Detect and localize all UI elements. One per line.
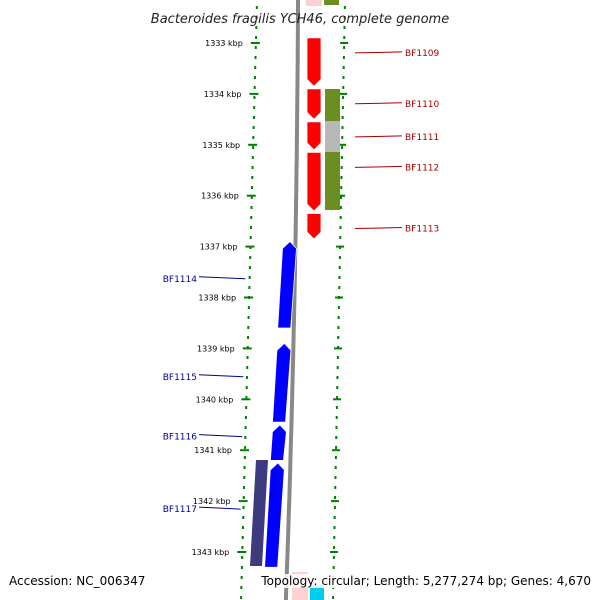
- accession-text: Accession: NC_006347: [9, 574, 146, 588]
- gene-label: BF1109: [405, 49, 440, 59]
- cog-block: [325, 152, 340, 210]
- gene-label: BF1114: [163, 275, 198, 285]
- cog-block: [325, 121, 340, 152]
- gene-label-leader: [354, 165, 403, 168]
- cds-features: [264, 37, 322, 568]
- cog-block: [306, 0, 322, 6]
- cog-block: [325, 89, 340, 121]
- kbp-tick-marks: 1333 kbp 1334 kbp 1335 kbp 1336 kbp 1337 kbp…: [192, 39, 349, 557]
- cog-block: [250, 460, 268, 566]
- gene-label-leader: [198, 276, 246, 280]
- gene-arrow-bf1114: [277, 240, 297, 329]
- backbone-line: [283, 0, 300, 600]
- gene-label: BF1115: [163, 373, 197, 383]
- gene-labels: BF1109 BF1110 BF1111 BF1112 BF1113 BF1114 BF11…: [163, 49, 440, 515]
- tick-label: 1341 kbp: [194, 446, 232, 455]
- gene-arrow-bf1115: [272, 342, 292, 423]
- gene-arrow-bf1113: [306, 213, 322, 240]
- gene-arrow-bf1112: [306, 151, 322, 212]
- gene-label-leader: [198, 434, 243, 438]
- gene-label: BF1111: [405, 133, 439, 143]
- tick-label: 1335 kbp: [202, 141, 240, 150]
- gene-arrow-bf1116: [269, 424, 287, 461]
- cog-category-track: [250, 0, 340, 600]
- gene-label: BF1116: [163, 433, 198, 443]
- gene-label-leader: [198, 374, 244, 378]
- gene-label-leader: [354, 227, 403, 230]
- gene-arrow-bf1111: [306, 121, 322, 151]
- gene-label-leader: [354, 135, 403, 138]
- tick-label: 1334 kbp: [204, 90, 242, 99]
- tick-label: 1338 kbp: [198, 294, 236, 303]
- cog-block: [310, 585, 324, 600]
- gene-label: BF1112: [405, 163, 439, 173]
- genome-summary-text: Topology: circular; Length: 5,277,274 bp…: [261, 574, 591, 588]
- gene-label-leader: [354, 51, 403, 54]
- tick-label: 1343 kbp: [192, 548, 230, 557]
- map-title: Bacteroides fragilis YCH46, complete gen…: [151, 12, 449, 27]
- backbone-ring: [283, 0, 300, 600]
- gene-label-leader: [198, 506, 241, 510]
- tick-label: 1336 kbp: [201, 192, 239, 201]
- tick-label: 1337 kbp: [200, 243, 238, 252]
- tick-label: 1333 kbp: [205, 39, 243, 48]
- gene-arrow-bf1110: [306, 88, 322, 120]
- tick-label: 1340 kbp: [196, 395, 234, 404]
- dotted-track-guides: [240, 6, 346, 599]
- cog-block: [324, 0, 339, 5]
- tick-label: 1339 kbp: [197, 344, 235, 353]
- tick-label: 1342 kbp: [193, 497, 231, 506]
- gene-label: BF1110: [405, 100, 440, 110]
- gene-label: BF1113: [405, 225, 439, 235]
- gene-label: BF1117: [163, 505, 197, 515]
- gene-label-leader: [354, 102, 403, 105]
- gene-arrow-bf1117: [264, 462, 285, 568]
- gene-arrow-bf1109: [306, 37, 322, 87]
